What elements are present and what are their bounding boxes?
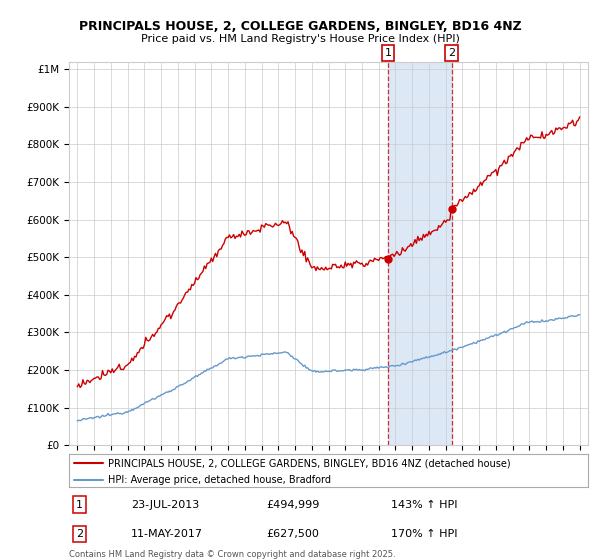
Text: 1: 1 [76,500,83,510]
Text: HPI: Average price, detached house, Bradford: HPI: Average price, detached house, Brad… [108,475,331,485]
Bar [388,62,452,445]
Text: £627,500: £627,500 [266,529,319,539]
Text: 11-MAY-2017: 11-MAY-2017 [131,529,203,539]
Text: 2: 2 [448,48,455,58]
Text: 143% ↑ HPI: 143% ↑ HPI [391,500,457,510]
Text: PRINCIPALS HOUSE, 2, COLLEGE GARDENS, BINGLEY, BD16 4NZ (detached house): PRINCIPALS HOUSE, 2, COLLEGE GARDENS, BI… [108,458,511,468]
Text: 23-JUL-2013: 23-JUL-2013 [131,500,200,510]
Text: 1: 1 [385,48,392,58]
Text: Contains HM Land Registry data © Crown copyright and database right 2025.
This d: Contains HM Land Registry data © Crown c… [69,550,395,560]
Text: £494,999: £494,999 [266,500,320,510]
Text: PRINCIPALS HOUSE, 2, COLLEGE GARDENS, BINGLEY, BD16 4NZ: PRINCIPALS HOUSE, 2, COLLEGE GARDENS, BI… [79,20,521,32]
Text: 170% ↑ HPI: 170% ↑ HPI [391,529,457,539]
Text: Price paid vs. HM Land Registry's House Price Index (HPI): Price paid vs. HM Land Registry's House … [140,34,460,44]
Text: 2: 2 [76,529,83,539]
